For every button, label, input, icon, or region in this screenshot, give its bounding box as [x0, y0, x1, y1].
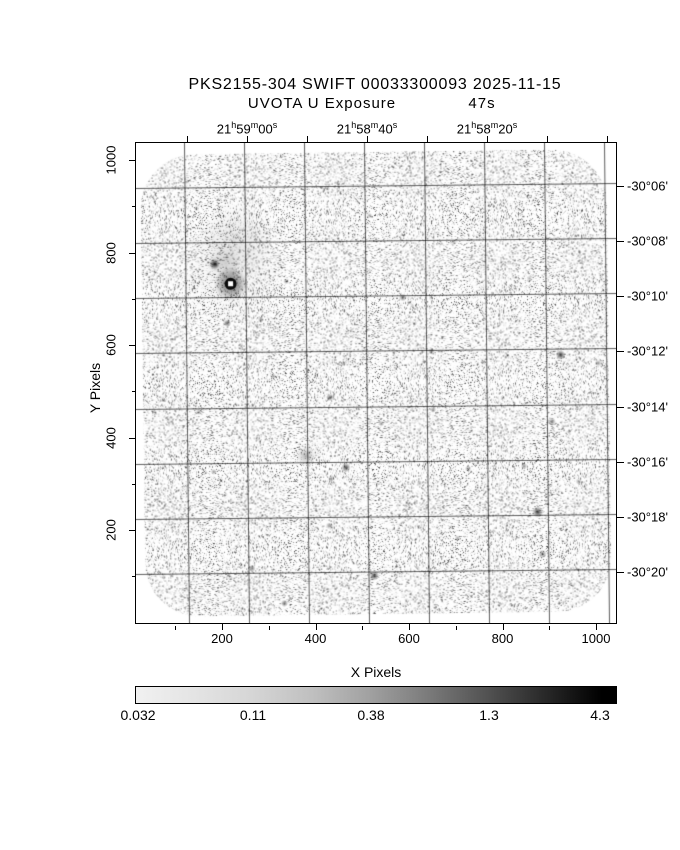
- x-tick-label: 800: [491, 631, 514, 646]
- tick-mark: [175, 626, 177, 630]
- x-tick-label: 200: [211, 631, 233, 646]
- figure-title: PKS2155-304 SWIFT 00033300093 2025-11-15: [188, 76, 562, 93]
- plot-frame: [135, 142, 617, 624]
- tick-mark: [129, 437, 136, 439]
- dec-tick-label: -30°06': [627, 178, 668, 194]
- colorbar-tick-label: 1.3: [479, 707, 499, 723]
- tick-mark: [132, 298, 136, 300]
- tick-mark: [129, 530, 136, 531]
- tick-mark: [607, 136, 608, 143]
- colorbar-tick-label: 0.38: [357, 707, 385, 723]
- ra-unit-m: m: [250, 120, 259, 130]
- ra-minutes: 58: [356, 121, 371, 137]
- ra-minutes: 58: [476, 121, 491, 137]
- y-tick-label: 200: [103, 519, 119, 541]
- tick-mark: [616, 407, 624, 408]
- ra-unit-h: h: [351, 120, 357, 130]
- ra-hours: 21: [336, 121, 352, 137]
- ra-unit-h: h: [231, 120, 237, 130]
- colorbar-tick-label: 0.032: [120, 707, 156, 723]
- ra-unit-m: m: [490, 120, 499, 130]
- colorbar-tick-label: 0.11: [239, 707, 267, 723]
- ra-seconds: 20: [498, 121, 513, 137]
- dec-tick-label: -30°18': [627, 509, 668, 525]
- tick-mark: [409, 623, 410, 630]
- tick-mark: [616, 296, 624, 297]
- ra-hours: 21: [456, 121, 472, 137]
- tick-mark: [549, 626, 551, 630]
- dec-tick-label: -30°14': [627, 399, 668, 415]
- dec-tick-label: -30°08': [627, 233, 668, 249]
- x-tick-label: 400: [304, 631, 327, 646]
- y-tick-label: 600: [103, 334, 119, 356]
- dec-tick-label: -30°16': [627, 454, 668, 470]
- dec-tick-label: -30°20': [627, 564, 668, 580]
- ra-tick-label: 21h59m00s: [217, 120, 277, 136]
- ra-unit-s: s: [512, 120, 518, 130]
- x-tick-label: 600: [398, 631, 420, 646]
- ra-unit-h: h: [471, 120, 477, 130]
- ra-seconds: 00: [258, 121, 273, 137]
- tick-mark: [616, 351, 624, 352]
- tick-mark: [616, 241, 624, 242]
- ra-tick-label: 21h58m40s: [337, 120, 397, 136]
- tick-mark: [596, 623, 597, 630]
- dec-tick-label: -30°10': [627, 288, 668, 304]
- ra-tick-label: 21h58m20s: [457, 120, 517, 136]
- tick-mark: [132, 391, 136, 393]
- sky-image-canvas: [136, 143, 616, 623]
- tick-mark: [268, 626, 270, 630]
- tick-mark: [616, 462, 624, 463]
- tick-mark: [315, 623, 317, 630]
- ra-unit-m: m: [370, 120, 379, 130]
- x-tick-label: 1000: [581, 631, 611, 646]
- tick-mark: [222, 623, 223, 630]
- tick-mark: [487, 136, 488, 143]
- figure-subtitle: UVOTA U Exposure: [247, 95, 397, 112]
- tick-mark: [362, 626, 364, 630]
- tick-mark: [247, 136, 248, 143]
- ra-hours: 21: [216, 121, 232, 137]
- tick-mark: [132, 483, 136, 485]
- ra-seconds: 40: [378, 121, 393, 137]
- ra-minutes: 59: [236, 121, 251, 137]
- exposure-time: 47s: [468, 95, 496, 112]
- tick-mark: [132, 576, 136, 578]
- tick-mark: [616, 572, 624, 573]
- colorbar-tick-label: 4.3: [590, 707, 610, 723]
- tick-mark: [187, 136, 188, 143]
- y-tick-label: 1000: [103, 145, 119, 175]
- tick-mark: [307, 136, 308, 143]
- y-tick-label: 800: [103, 241, 119, 264]
- tick-mark: [616, 186, 624, 187]
- colorbar: [135, 686, 617, 704]
- tick-mark: [547, 136, 548, 143]
- tick-mark: [129, 345, 136, 346]
- tick-mark: [367, 136, 368, 143]
- tick-mark: [616, 517, 624, 518]
- y-tick-label: 400: [103, 426, 119, 449]
- x-axis-title: X Pixels: [350, 664, 402, 680]
- ra-unit-s: s: [392, 120, 398, 130]
- tick-mark: [427, 136, 428, 143]
- tick-mark: [502, 623, 504, 630]
- tick-mark: [132, 206, 136, 208]
- tick-mark: [129, 160, 136, 161]
- tick-mark: [455, 626, 457, 630]
- y-axis-title: Y Pixels: [87, 362, 103, 414]
- dec-tick-label: -30°12': [627, 343, 668, 359]
- ra-unit-s: s: [272, 120, 278, 130]
- tick-mark: [129, 252, 136, 254]
